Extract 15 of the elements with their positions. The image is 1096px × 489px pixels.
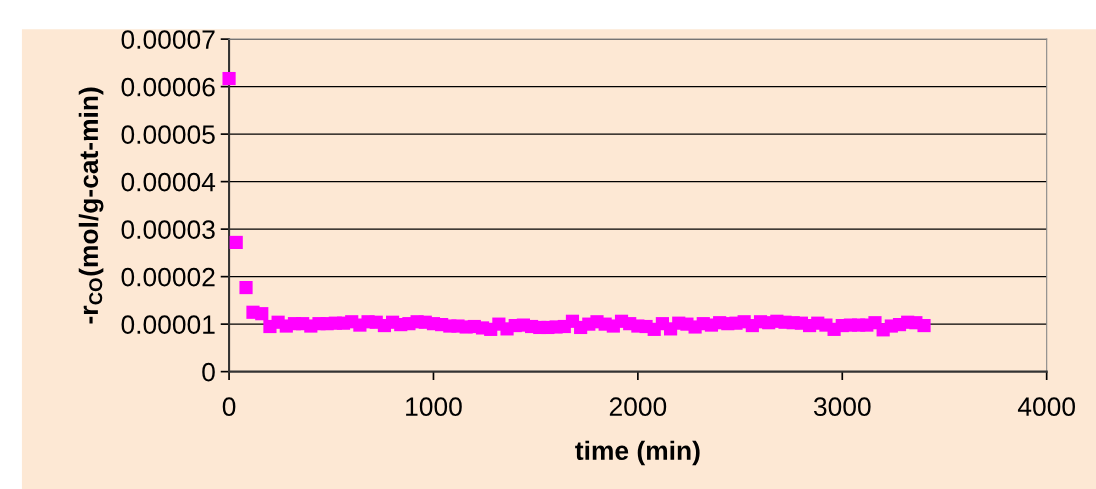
x-tick-label: 4000 xyxy=(1017,397,1075,417)
y-axis-title: -r$_{CO}$(mol/g-cat-min) xyxy=(78,87,104,324)
x-tick-label: 1000 xyxy=(406,397,462,417)
y-tick-label: 0.00005 xyxy=(121,125,215,144)
y-tick-label: 0.00002 xyxy=(121,267,215,287)
y-tick-label: 0.00001 xyxy=(121,315,215,334)
y-tick-label: 0.00004 xyxy=(121,172,216,192)
x-tick-label: 3000 xyxy=(813,397,871,417)
y-tick-label: 0.00006 xyxy=(121,77,215,97)
y-tick-label: 0.00003 xyxy=(121,220,215,239)
y-tick-label: 0.00007 xyxy=(121,30,215,49)
x-tick-label: 2000 xyxy=(609,397,667,417)
y-tick-label: 0 xyxy=(202,362,215,382)
x-tick-label: 0 xyxy=(222,397,236,417)
x-axis-title: time (min) xyxy=(575,440,700,466)
